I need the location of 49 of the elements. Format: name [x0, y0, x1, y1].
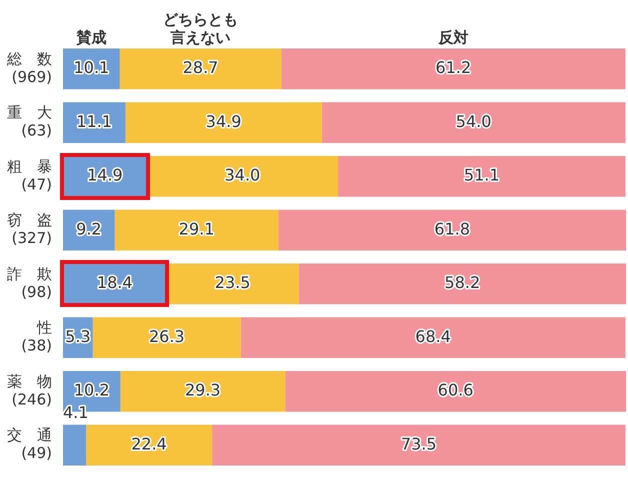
data-label: 18.4 — [96, 273, 133, 292]
y-tick-label: 性 (38) — [21, 318, 52, 355]
data-label: 28.7 — [182, 58, 218, 78]
bar — [338, 156, 626, 197]
data-label: 23.5 — [214, 273, 250, 292]
bar — [125, 102, 322, 144]
data-label: 60.6 — [438, 380, 474, 400]
bar — [86, 424, 212, 466]
y-tick-label: 詐 欺 (98) — [7, 264, 52, 301]
bar — [212, 424, 626, 466]
data-label: 29.3 — [184, 380, 221, 400]
data-label: 29.1 — [178, 219, 214, 238]
data-label: 58.2 — [444, 273, 480, 292]
series-label: どちらとも言えない — [163, 10, 238, 46]
bar — [240, 317, 626, 358]
data-label: 68.4 — [415, 326, 451, 346]
bar — [120, 370, 286, 412]
data-label: 9.2 — [76, 219, 102, 238]
data-label: 10.1 — [74, 58, 110, 78]
y-tick-label: 薬 物 (246) — [7, 372, 52, 408]
data-label: 26.3 — [148, 326, 185, 346]
data-label: 5.3 — [65, 326, 91, 346]
data-label: 61.2 — [436, 58, 472, 78]
series-label: 賛成 — [75, 28, 106, 46]
data-label: 73.5 — [400, 434, 437, 454]
bar — [298, 263, 626, 304]
bar — [281, 48, 626, 90]
y-tick-label: 窃 盗 (327) — [7, 211, 52, 248]
data-label: 51.1 — [464, 166, 500, 185]
series-label: 反対 — [437, 28, 468, 46]
data-label: 14.9 — [87, 166, 123, 185]
data-label: 34.9 — [206, 112, 242, 131]
bar — [322, 102, 626, 144]
y-tick-label: 粗 暴 (47) — [7, 157, 52, 194]
data-label: 11.1 — [76, 112, 112, 131]
data-label: 10.2 — [74, 380, 110, 400]
y-tick-label: 重 大 (63) — [7, 104, 52, 140]
data-label: 54.0 — [456, 112, 492, 131]
bar — [120, 48, 282, 90]
bar — [285, 370, 626, 412]
data-label: 61.8 — [434, 219, 470, 238]
data-label: 22.4 — [131, 434, 167, 454]
bar — [63, 424, 86, 466]
y-tick-label: 総 数 (969) — [6, 50, 52, 86]
data-label: 34.0 — [224, 166, 260, 185]
bar — [278, 210, 626, 251]
y-tick-label: 交 通 (49) — [7, 426, 52, 462]
bar — [92, 317, 241, 358]
bar — [114, 210, 278, 251]
